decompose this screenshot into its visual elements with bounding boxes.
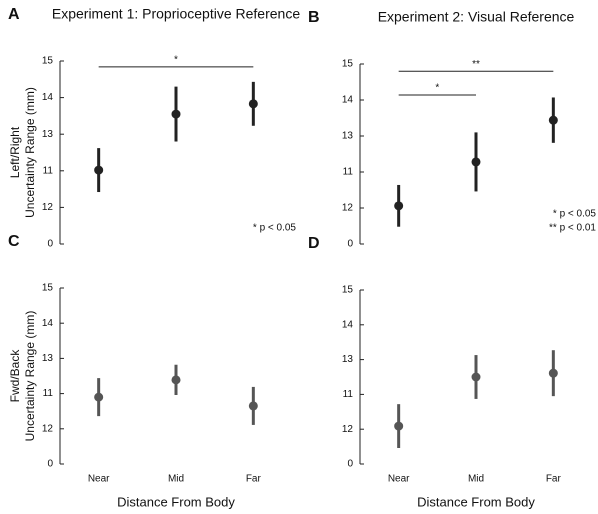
y-tick-label: 13	[42, 353, 54, 364]
y-tick-label: 15	[42, 56, 54, 67]
panel-title: Experiment 2: Visual Reference	[378, 9, 575, 25]
y-tick-label: 13	[342, 354, 354, 365]
note: * p < 0.05	[553, 209, 597, 220]
y-tick-label: 12	[42, 202, 54, 213]
y-tick-label: 11	[43, 165, 54, 176]
significance-label: *	[174, 54, 178, 65]
panel-letter: C	[8, 233, 20, 250]
y-tick-label: 12	[342, 203, 354, 214]
note: ** p < 0.01	[549, 223, 596, 234]
data-point	[171, 109, 181, 119]
y-tick-label: 14	[342, 95, 354, 106]
y-axis-label: Fwd/Back	[8, 349, 22, 403]
y-tick-label: 13	[342, 131, 354, 142]
data-point	[94, 165, 104, 175]
x-axis-label: Distance From Body	[117, 494, 235, 509]
x-tick-label: Far	[246, 474, 262, 485]
y-tick-label: 13	[42, 129, 54, 140]
y-tick-label: 14	[42, 318, 54, 329]
y-tick-label: 14	[42, 92, 54, 103]
y-tick-label: 14	[342, 319, 354, 330]
y-tick-label: 0	[347, 459, 353, 470]
note: * p < 0.05	[253, 223, 297, 234]
y-tick-label: 0	[47, 459, 53, 470]
panel-letter: D	[308, 235, 320, 252]
x-axis-label: Distance From Body	[417, 494, 535, 509]
x-tick-label: Far	[546, 474, 562, 485]
data-point	[248, 401, 258, 411]
data-point	[471, 372, 481, 382]
x-tick-label: Near	[388, 474, 410, 485]
x-tick-label: Near	[88, 474, 110, 485]
data-point	[548, 368, 558, 378]
y-tick-label: 0	[47, 239, 53, 250]
y-tick-label: 11	[343, 167, 354, 178]
panel-letter: B	[308, 9, 320, 26]
data-point	[394, 201, 404, 211]
data-point	[471, 157, 481, 167]
y-axis-label: Uncertainty Range (mm)	[23, 311, 37, 442]
x-tick-label: Mid	[468, 474, 484, 485]
y-tick-label: 11	[43, 388, 54, 399]
y-axis-label: Uncertainty Range (mm)	[23, 87, 37, 218]
data-point	[394, 421, 404, 431]
data-point	[171, 375, 181, 385]
y-tick-label: 15	[42, 283, 54, 294]
y-tick-label: 0	[347, 239, 353, 250]
panel-title: Experiment 1: Proprioceptive Reference	[52, 6, 300, 22]
significance-label: **	[472, 59, 480, 70]
y-tick-label: 15	[342, 285, 354, 296]
x-tick-label: Mid	[168, 474, 184, 485]
data-point	[548, 115, 558, 125]
y-tick-label: 12	[342, 424, 354, 435]
panel-letter: A	[8, 6, 20, 23]
y-tick-label: 11	[343, 389, 354, 400]
data-point	[94, 392, 104, 402]
y-axis-label: Left/Right	[8, 126, 22, 178]
y-tick-label: 15	[342, 59, 354, 70]
data-point	[248, 99, 258, 109]
y-tick-label: 12	[42, 423, 54, 434]
significance-label: *	[435, 83, 439, 94]
